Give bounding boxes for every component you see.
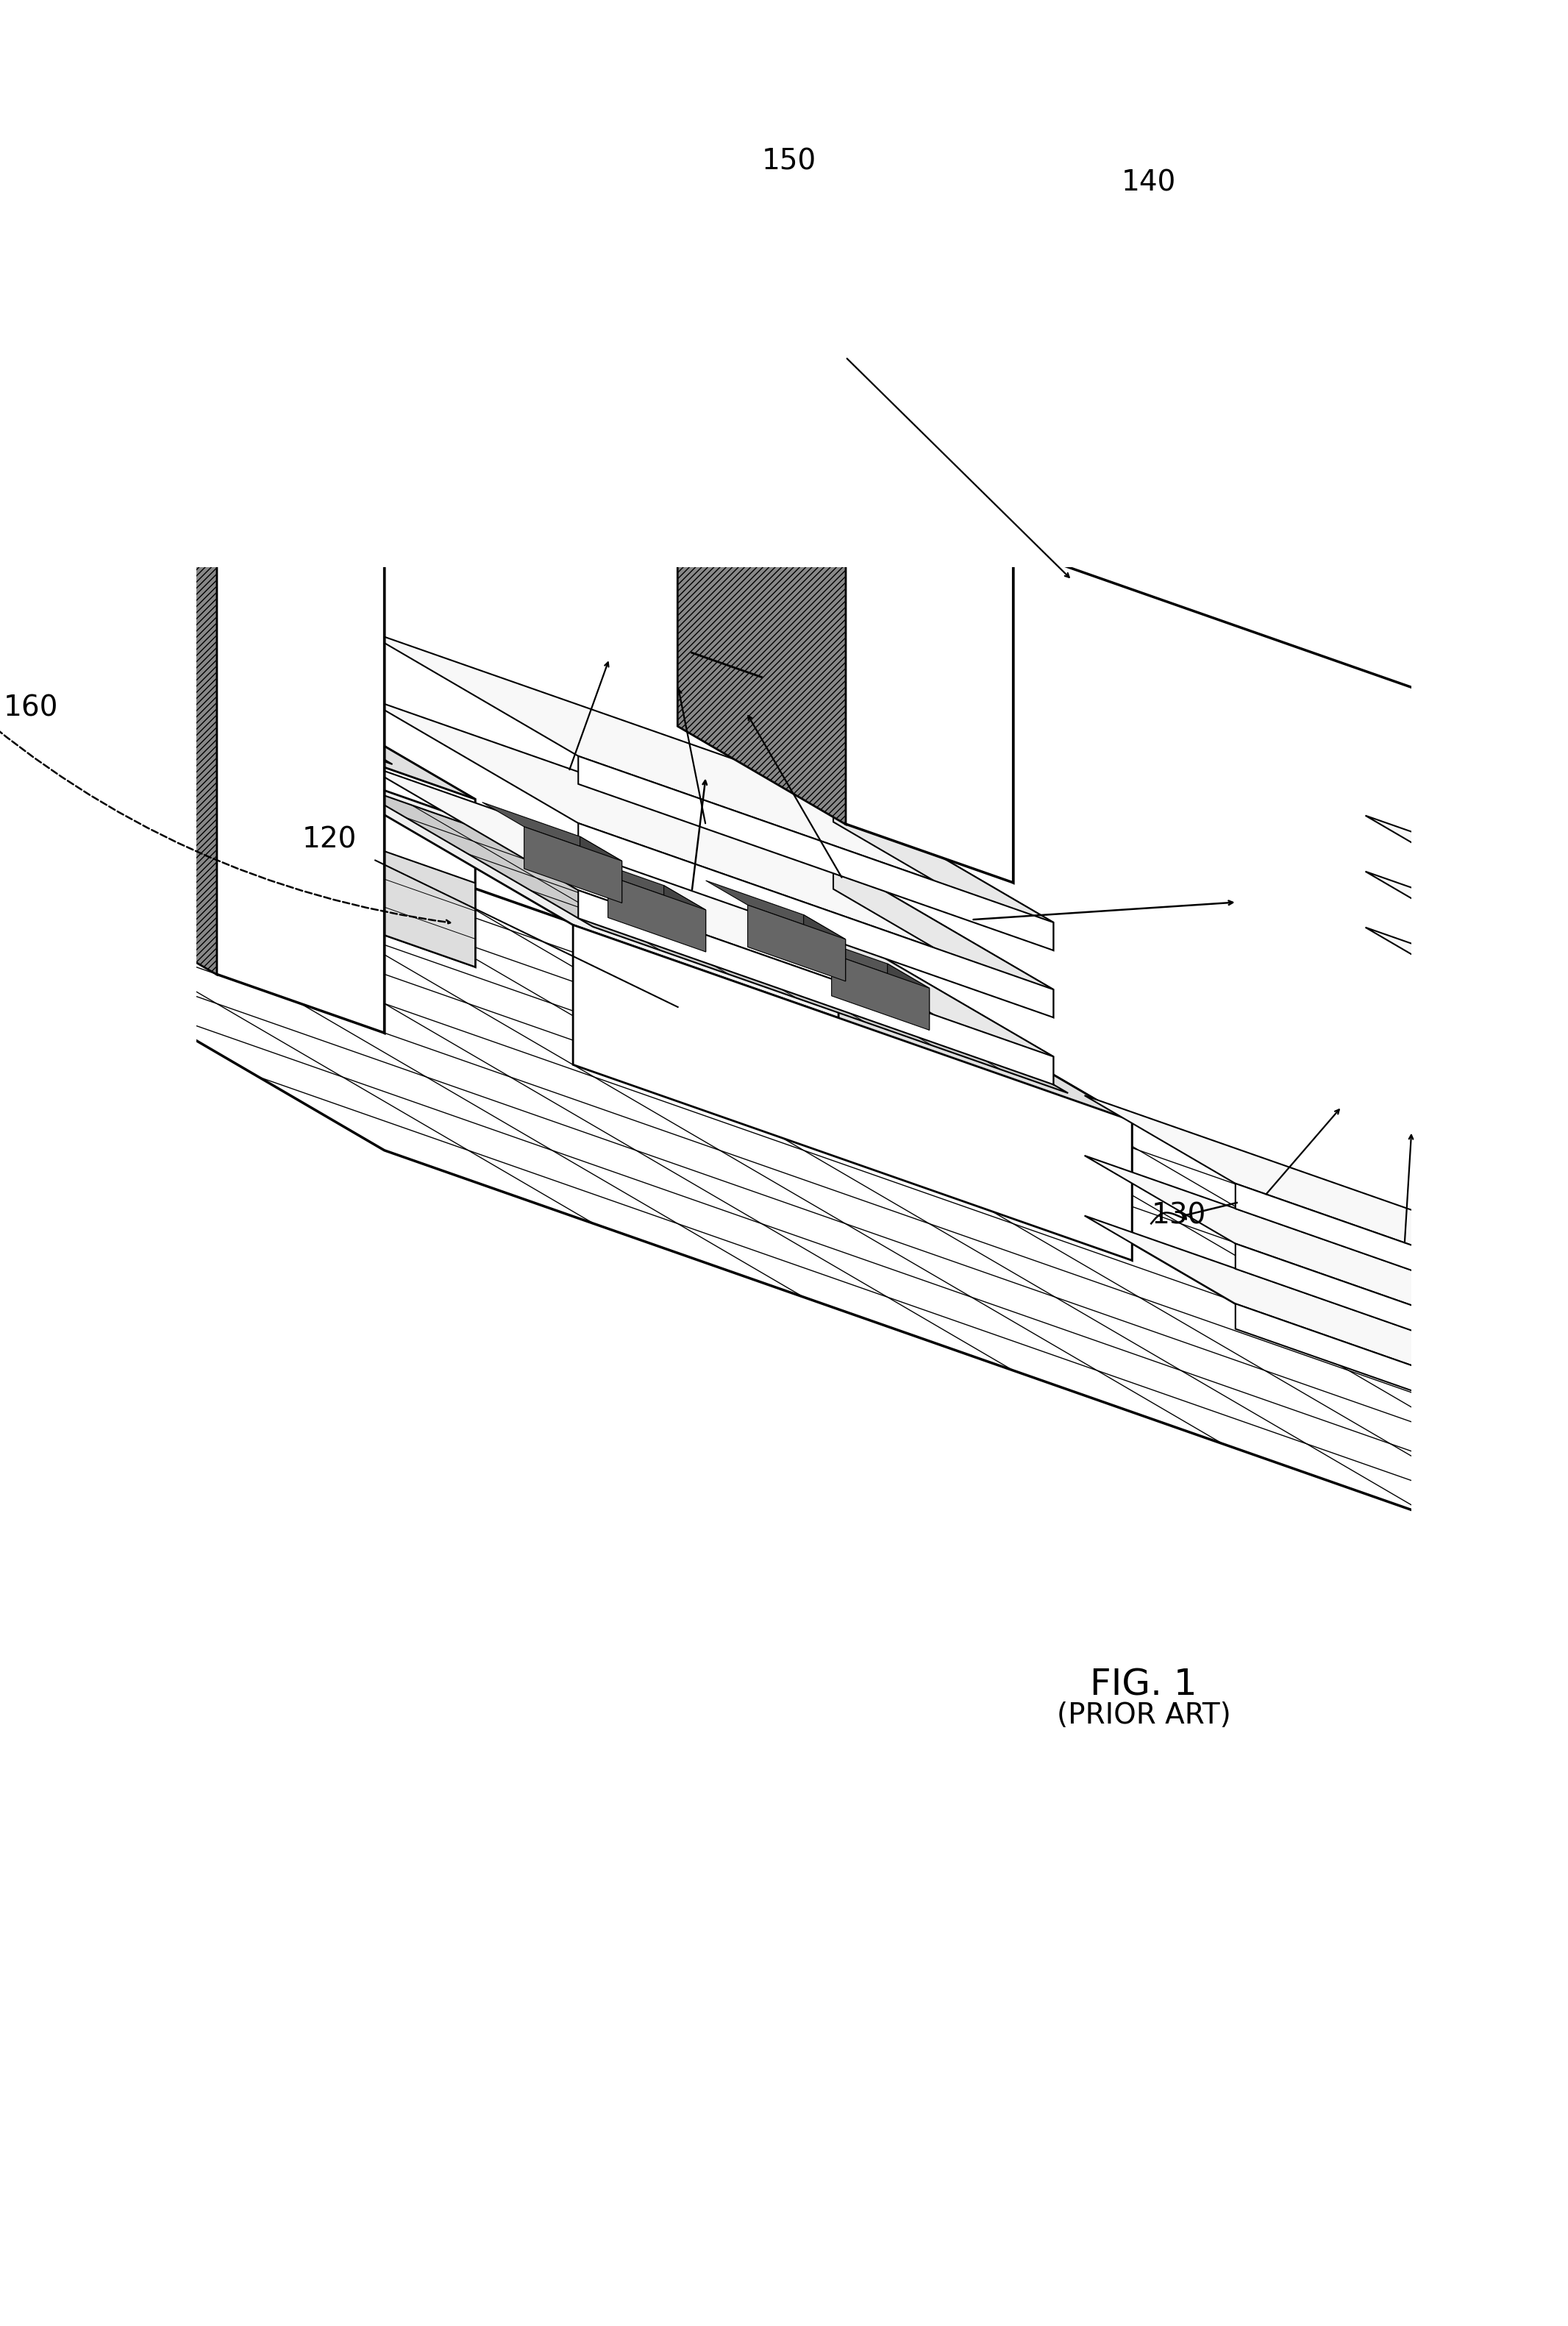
- Polygon shape: [216, 447, 384, 1033]
- Polygon shape: [1236, 1305, 1568, 1451]
- Polygon shape: [1085, 1216, 1568, 1426]
- Polygon shape: [69, 554, 119, 626]
- Polygon shape: [1433, 1277, 1568, 1391]
- Polygon shape: [358, 628, 1054, 923]
- Polygon shape: [6, 544, 119, 626]
- Polygon shape: [0, 558, 71, 640]
- Polygon shape: [833, 793, 1054, 951]
- Polygon shape: [1236, 1184, 1568, 1330]
- Polygon shape: [20, 570, 71, 640]
- Polygon shape: [279, 754, 1132, 1121]
- Polygon shape: [1027, 300, 1516, 723]
- Polygon shape: [580, 837, 622, 902]
- Polygon shape: [141, 623, 252, 705]
- Polygon shape: [677, 307, 845, 823]
- Polygon shape: [358, 763, 1054, 1056]
- Polygon shape: [0, 530, 475, 968]
- Polygon shape: [1433, 1337, 1568, 1451]
- Polygon shape: [845, 365, 1013, 882]
- Text: 140: 140: [1121, 170, 1176, 198]
- Polygon shape: [804, 914, 845, 982]
- Polygon shape: [845, 405, 1013, 882]
- Polygon shape: [1366, 816, 1568, 1003]
- Polygon shape: [1499, 1005, 1568, 1137]
- Polygon shape: [887, 963, 930, 1030]
- Polygon shape: [1366, 872, 1568, 1058]
- Text: 160: 160: [3, 693, 58, 721]
- Polygon shape: [0, 530, 71, 598]
- Polygon shape: [1236, 1244, 1568, 1391]
- Polygon shape: [831, 954, 930, 1030]
- Polygon shape: [91, 593, 252, 663]
- Polygon shape: [663, 886, 706, 951]
- Polygon shape: [566, 851, 706, 909]
- Polygon shape: [358, 695, 1054, 989]
- Polygon shape: [677, 307, 845, 823]
- Polygon shape: [790, 930, 930, 989]
- Polygon shape: [49, 386, 384, 544]
- Polygon shape: [572, 926, 1132, 1261]
- Polygon shape: [0, 416, 1568, 1884]
- Polygon shape: [1499, 949, 1568, 1082]
- Polygon shape: [817, 179, 1516, 472]
- Polygon shape: [1433, 1219, 1568, 1330]
- Polygon shape: [216, 486, 384, 1033]
- Polygon shape: [833, 861, 1054, 1016]
- Polygon shape: [1085, 1156, 1568, 1365]
- Polygon shape: [524, 826, 622, 902]
- Polygon shape: [1499, 893, 1568, 1026]
- Polygon shape: [579, 823, 1054, 1016]
- Polygon shape: [1306, 351, 1516, 723]
- Polygon shape: [579, 891, 1054, 1084]
- Polygon shape: [0, 563, 77, 856]
- Polygon shape: [0, 514, 119, 584]
- Polygon shape: [706, 882, 845, 940]
- Text: FIG. 1: FIG. 1: [1090, 1668, 1198, 1703]
- Polygon shape: [833, 928, 1054, 1084]
- Text: 120: 120: [303, 826, 358, 854]
- Polygon shape: [677, 307, 1013, 463]
- Text: (PRIOR ART): (PRIOR ART): [1057, 1703, 1231, 1731]
- Polygon shape: [202, 633, 252, 705]
- Text: 150: 150: [762, 147, 817, 174]
- Polygon shape: [343, 782, 1068, 1093]
- Polygon shape: [0, 370, 392, 765]
- Polygon shape: [839, 949, 1132, 1261]
- Polygon shape: [49, 386, 216, 975]
- Polygon shape: [49, 386, 216, 975]
- Polygon shape: [1366, 928, 1568, 1114]
- Polygon shape: [817, 179, 1516, 472]
- Polygon shape: [140, 602, 475, 968]
- Polygon shape: [0, 614, 475, 968]
- Polygon shape: [748, 905, 845, 982]
- Polygon shape: [0, 335, 475, 800]
- Polygon shape: [579, 756, 1054, 951]
- Polygon shape: [608, 875, 706, 951]
- Polygon shape: [1085, 1096, 1568, 1305]
- Polygon shape: [483, 802, 622, 861]
- Text: 130: 130: [1151, 1203, 1206, 1230]
